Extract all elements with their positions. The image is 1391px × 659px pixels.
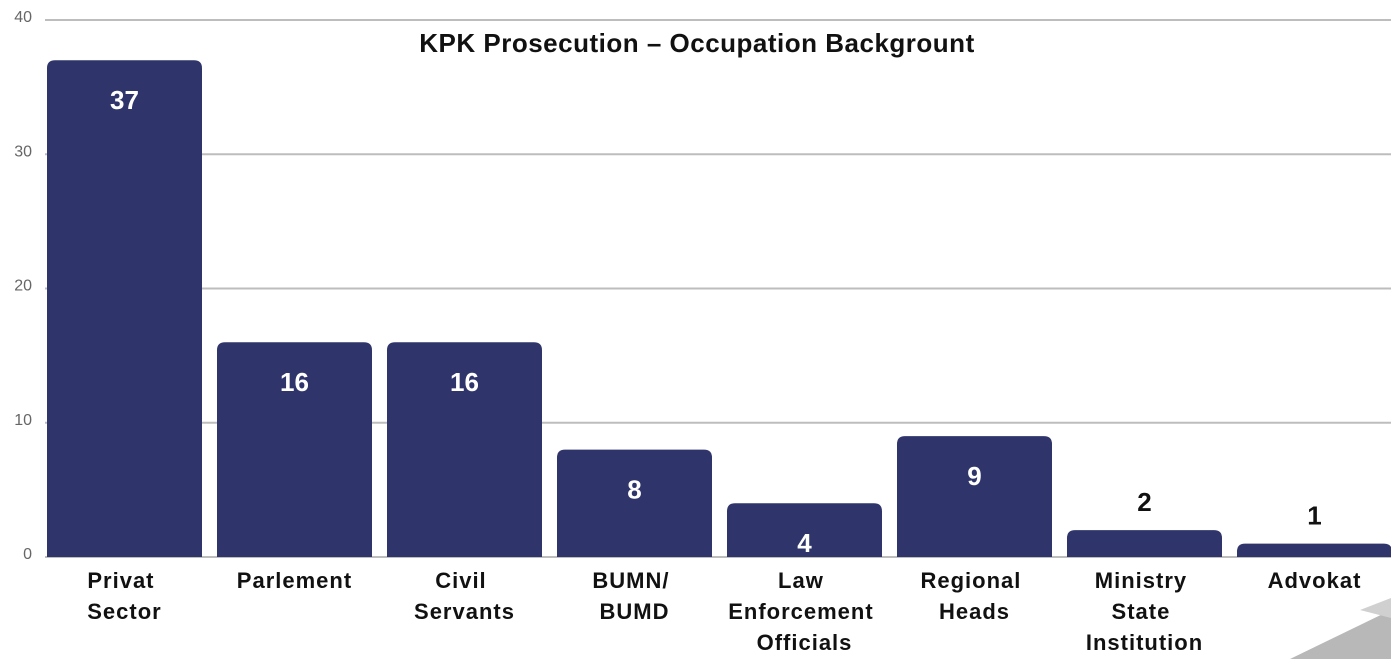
bar xyxy=(47,60,202,558)
y-tick-label: 30 xyxy=(14,143,32,160)
value-label: 16 xyxy=(280,367,309,397)
y-tick-label: 20 xyxy=(14,278,32,295)
value-label: 2 xyxy=(1137,487,1151,517)
x-tick-label: Law Enforcement Officials xyxy=(728,568,881,655)
value-label: 8 xyxy=(627,474,641,504)
x-tick-label: BUMN/ BUMD xyxy=(592,568,676,624)
y-tick-label: 0 xyxy=(23,546,32,563)
bar xyxy=(1237,543,1391,557)
bar xyxy=(387,342,542,557)
x-tick-label: Civil Servants xyxy=(414,568,515,624)
bar xyxy=(727,503,882,557)
decoration xyxy=(1290,610,1391,659)
value-label: 4 xyxy=(797,528,812,558)
x-tick-label: Regional Heads xyxy=(920,568,1028,624)
bar xyxy=(557,449,712,557)
value-label: 1 xyxy=(1307,500,1321,530)
y-tick-label: 10 xyxy=(14,412,32,429)
bar xyxy=(1067,530,1222,557)
y-tick-label: 40 xyxy=(14,9,32,26)
x-tick-label: Parlement xyxy=(237,568,352,593)
value-label: 37 xyxy=(110,85,139,115)
value-label: 16 xyxy=(450,367,479,397)
x-tick-label: Ministry State Institution xyxy=(1086,568,1203,655)
x-tick-label: Privat Sector xyxy=(87,568,161,624)
bar xyxy=(897,436,1052,557)
bar xyxy=(217,342,372,557)
value-label: 9 xyxy=(967,461,981,491)
decoration xyxy=(1360,598,1391,618)
chart-title: KPK Prosecution – Occupation Backgrount xyxy=(419,28,974,58)
x-tick-label: Advokat xyxy=(1268,568,1362,593)
